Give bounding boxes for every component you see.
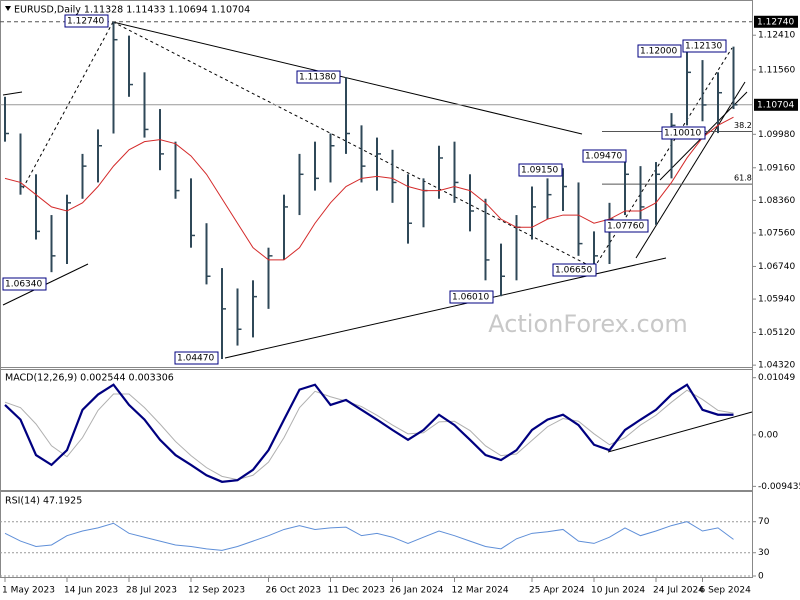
- annotation-box: [518, 163, 563, 177]
- annotation-box: [637, 44, 682, 58]
- annotation-box: [174, 351, 219, 365]
- panel-frame: [0, 0, 753, 370]
- annotation: 1.12000: [640, 47, 677, 57]
- price-label: 1.10704: [757, 100, 794, 110]
- header-arrow: [5, 6, 11, 11]
- y-tick-label: 1.04320: [758, 361, 795, 371]
- macd-header: MACD(12,26,9) 0.002544 0.003306: [5, 373, 174, 384]
- annotation: 1.06010: [452, 293, 489, 303]
- annotation-box: [682, 39, 727, 53]
- macd-trend-line: [607, 411, 753, 453]
- y-tick-label: -0.009435: [758, 482, 800, 492]
- header: EURUSD,Daily 1.11328 1.11433 1.10694 1.1…: [14, 5, 250, 16]
- y-tick-label: 70: [758, 517, 770, 527]
- panel-frame: [0, 367, 753, 492]
- annotation: 1.09470: [585, 152, 622, 162]
- series-line: [4, 521, 734, 551]
- x-tick-label: 12 Sep 2023: [188, 586, 245, 596]
- rsi-header: RSI(14) 47.1925: [5, 496, 82, 507]
- y-tick-label: 1.08360: [758, 196, 795, 206]
- x-tick-label: 26 Jan 2024: [390, 586, 444, 596]
- y-tick-label: 1.09160: [758, 163, 795, 173]
- annotation-box: [296, 70, 341, 84]
- y-tick-label: 0.01049: [758, 373, 795, 383]
- annotation-box: [449, 290, 494, 304]
- y-tick-label: 0.00: [758, 430, 778, 440]
- annotation: 1.06340: [5, 280, 42, 290]
- x-tick-label: 12 Mar 2024: [452, 586, 509, 596]
- x-tick-label: 28 Jul 2023: [126, 586, 177, 596]
- y-tick-label: 1.09980: [758, 130, 795, 140]
- y-tick-label: 0: [758, 572, 764, 582]
- annotation-box: [552, 263, 597, 277]
- watermark: ActionForex.com: [488, 310, 688, 338]
- annotation: 1.07760: [607, 222, 644, 232]
- trend-line: [635, 81, 746, 259]
- series-line: [4, 389, 734, 481]
- y-tick-label: 30: [758, 548, 770, 558]
- trend-line: [112, 21, 595, 269]
- x-tick-label: 26 Oct 2023: [266, 586, 322, 596]
- price-label-box: [754, 98, 798, 111]
- x-tick-label: 14 Jun 2023: [64, 586, 118, 596]
- y-tick-label: 1.07560: [758, 229, 795, 239]
- y-tick-label: 1.06740: [758, 262, 795, 272]
- annotation: 1.09150: [521, 166, 558, 176]
- y-tick-label: 1.05940: [758, 295, 795, 305]
- series-line: [4, 383, 734, 483]
- annotation: 1.04470: [177, 354, 214, 364]
- y-tick-label: 1.12410: [758, 31, 795, 41]
- y-tick-label: 1.05120: [758, 328, 795, 338]
- x-tick-label: 24 Jul 2024: [653, 586, 704, 596]
- annotation: 1.12740: [67, 17, 104, 27]
- trend-line: [21, 21, 114, 191]
- annotation-box: [2, 277, 47, 291]
- x-tick-label: 6 Sep 2024: [700, 586, 752, 596]
- annotation: 1.11380: [299, 73, 336, 83]
- x-tick-label: 11 Dec 2023: [328, 586, 386, 596]
- annotation: 1.12130: [685, 42, 722, 52]
- annotation: 1.10010: [664, 129, 701, 139]
- y-tick-label: 1.11560: [758, 65, 795, 75]
- annotation-box: [582, 149, 627, 163]
- price-label-box: [754, 15, 798, 28]
- annotation: 1.06650: [555, 266, 592, 276]
- trend-line: [112, 21, 583, 135]
- fib-label: 38.2: [734, 121, 752, 130]
- moving-average: [4, 116, 734, 261]
- trend-line: [2, 91, 23, 96]
- x-tick-label: 25 Apr 2024: [529, 586, 585, 596]
- panel-frame: [0, 490, 753, 578]
- annotation-box: [64, 14, 109, 28]
- price-label: 1.12740: [757, 17, 794, 27]
- x-tick-label: 1 May 2023: [2, 586, 55, 596]
- fib-label: 61.8: [734, 174, 752, 183]
- x-tick-label: 10 Jun 2024: [591, 586, 645, 596]
- annotation-box: [661, 126, 706, 140]
- annotation-box: [604, 219, 649, 233]
